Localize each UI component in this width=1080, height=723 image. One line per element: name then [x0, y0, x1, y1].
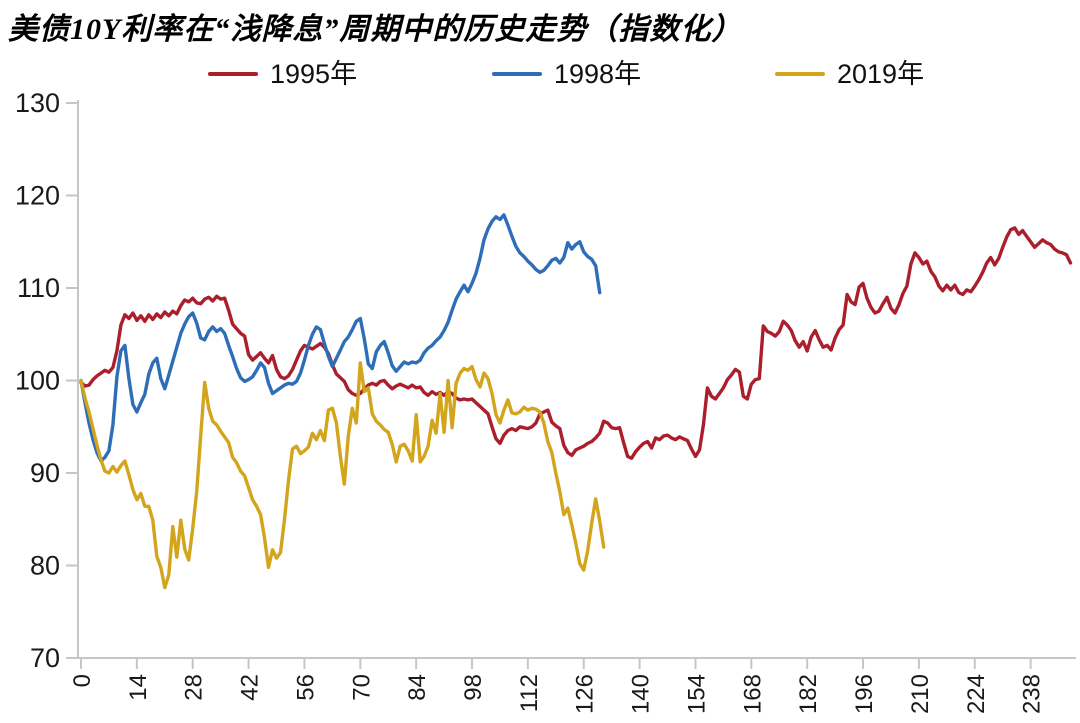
- x-tick-label: 126: [572, 674, 599, 714]
- y-tick-label: 70: [30, 643, 60, 673]
- legend-item-1995: 1995年: [208, 58, 357, 90]
- x-tick-label: 168: [739, 674, 766, 714]
- series-2019: [79, 361, 606, 590]
- x-tick-label: 238: [1019, 674, 1046, 714]
- x-tick-label: 0: [69, 674, 96, 687]
- x-tick-label: 154: [683, 674, 710, 714]
- x-tick-label: 140: [628, 674, 655, 714]
- legend-label-1998: 1998年: [554, 59, 642, 89]
- y-tick-label: 90: [30, 458, 60, 488]
- y-tick-label: 120: [15, 181, 60, 211]
- legend-line-1998-icon: [492, 72, 542, 76]
- x-tick-label: 70: [348, 674, 375, 701]
- x-tick-label: 182: [795, 674, 822, 714]
- y-tick-label: 100: [15, 366, 60, 396]
- legend-item-2019: 2019年: [775, 58, 924, 90]
- series-1998: [79, 213, 602, 463]
- x-tick-label: 56: [292, 674, 319, 701]
- x-tick-label: 196: [851, 674, 878, 714]
- x-tick-label: 224: [963, 674, 990, 714]
- legend-line-1995-icon: [208, 72, 258, 76]
- y-tick-label: 80: [30, 551, 60, 581]
- legend-line-2019-icon: [775, 72, 825, 76]
- y-tick-label: 110: [17, 273, 60, 303]
- legend-label-2019: 2019年: [837, 59, 925, 89]
- x-tick-label: 112: [516, 674, 543, 712]
- y-tick-label: 130: [15, 88, 60, 118]
- x-tick-label: 98: [460, 674, 487, 701]
- legend-item-1998: 1998年: [492, 58, 641, 90]
- chart-title: 美债10Y利率在“浅降息”周期中的历史走势（指数化）: [8, 13, 743, 46]
- x-tick-label: 14: [125, 674, 152, 701]
- chart-legend: 1995年 1998年 2019年: [0, 58, 1080, 90]
- x-tick-label: 210: [907, 674, 934, 714]
- x-tick-label: 84: [404, 674, 431, 701]
- legend-label-1995: 1995年: [270, 59, 358, 89]
- x-tick-label: 42: [237, 674, 264, 701]
- series-1995: [79, 226, 1073, 460]
- x-tick-label: 28: [181, 674, 208, 701]
